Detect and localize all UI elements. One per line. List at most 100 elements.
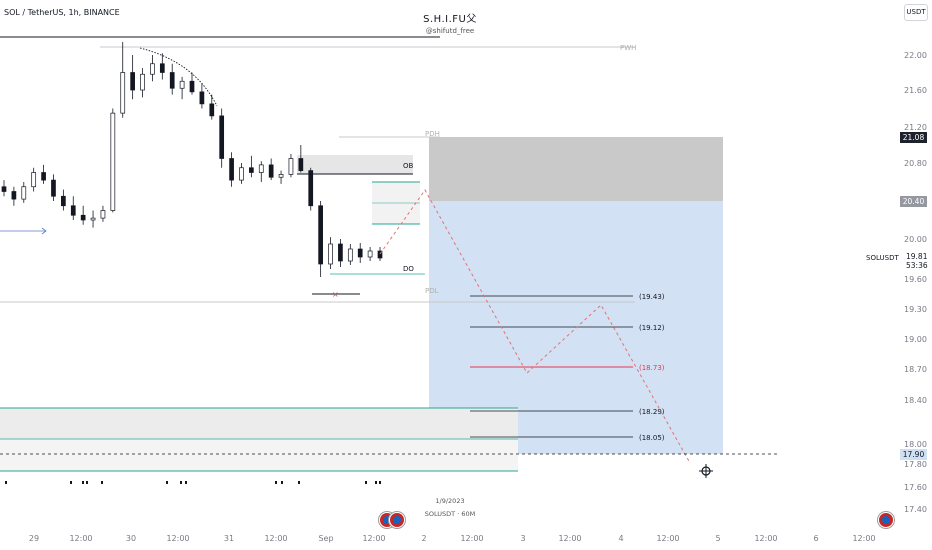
candle-body bbox=[377, 250, 383, 259]
price-axis-tick: 22.00 bbox=[904, 51, 927, 60]
time-axis-tick: 3 bbox=[520, 534, 525, 543]
time-axis-tick: 12:00 bbox=[852, 534, 875, 543]
candle-body bbox=[268, 164, 274, 178]
candle-body bbox=[110, 112, 116, 211]
target-label: (18.73) bbox=[639, 364, 665, 372]
candle-body bbox=[11, 191, 17, 200]
time-axis-tick: 12:00 bbox=[264, 534, 287, 543]
arrow-head bbox=[41, 227, 47, 235]
candle-body bbox=[70, 205, 76, 216]
price-axis[interactable]: 22.0021.6021.2020.8020.4020.0019.6019.30… bbox=[904, 51, 927, 514]
event-dot bbox=[298, 481, 300, 484]
candle-body bbox=[100, 210, 106, 219]
candle-body bbox=[308, 170, 314, 207]
candle-body bbox=[199, 91, 205, 105]
sweep-x-marker: × bbox=[332, 290, 339, 299]
price-axis-tick: 17.80 bbox=[904, 460, 927, 469]
price-axis-tick: 17.40 bbox=[904, 505, 927, 514]
candle-body bbox=[90, 217, 96, 221]
target-label: (19.12) bbox=[639, 324, 665, 332]
candle-body bbox=[179, 80, 185, 89]
pdl-label: PDL bbox=[425, 287, 439, 295]
time-axis-tick: 29 bbox=[29, 534, 39, 543]
price-tag-low: 17.90 bbox=[900, 449, 927, 460]
price-tag-mid: 20.40 bbox=[900, 196, 927, 207]
event-dot bbox=[379, 481, 381, 484]
price-axis-tick: 21.60 bbox=[904, 86, 927, 95]
event-dot bbox=[275, 481, 277, 484]
event-dot bbox=[185, 481, 187, 484]
price-axis-tick: 19.60 bbox=[904, 275, 927, 284]
event-dot bbox=[101, 481, 103, 484]
bar-countdown: 53:36 bbox=[906, 261, 928, 270]
price-tag-high: 21.08 bbox=[900, 132, 927, 143]
time-axis-tick: 12:00 bbox=[460, 534, 483, 543]
cursor-date: 1/9/2023 bbox=[435, 497, 465, 505]
currency-button[interactable]: USDT bbox=[904, 4, 928, 21]
time-axis-tick: 30 bbox=[126, 534, 136, 543]
candle-body bbox=[328, 243, 333, 265]
current-price: 19.81 bbox=[906, 252, 928, 261]
price-axis-tick: 19.00 bbox=[904, 335, 927, 344]
target-label: (18.05) bbox=[639, 434, 665, 442]
candle-body bbox=[347, 248, 353, 262]
time-axis-tick: 12:00 bbox=[656, 534, 679, 543]
demand-box-upper bbox=[0, 408, 518, 439]
candle-body bbox=[31, 172, 37, 188]
candle-body bbox=[258, 164, 264, 173]
event-dot bbox=[5, 481, 7, 484]
candle-body bbox=[249, 167, 254, 173]
time-axis-tick: Sep bbox=[318, 534, 333, 543]
do-label: DO bbox=[403, 265, 414, 273]
event-dot bbox=[166, 481, 168, 484]
us-event-flag-icon-3[interactable] bbox=[878, 512, 894, 528]
brand-watermark: S.H.I.FU父 bbox=[423, 14, 477, 25]
candle-body bbox=[80, 214, 86, 221]
us-event-flag-icon-2[interactable] bbox=[389, 512, 405, 528]
candle-body bbox=[338, 243, 343, 262]
event-dot bbox=[375, 481, 377, 484]
target-label: (18.29) bbox=[639, 408, 665, 416]
candle-body bbox=[318, 205, 323, 265]
candle-body bbox=[61, 195, 66, 207]
price-axis-tick: 18.40 bbox=[904, 396, 927, 405]
event-dot bbox=[365, 481, 367, 484]
crosshair-icon[interactable] bbox=[699, 464, 713, 478]
candle-body bbox=[189, 80, 195, 93]
price-axis-tick: 17.60 bbox=[904, 483, 927, 492]
candle-body bbox=[239, 167, 244, 181]
time-axis-tick: 12:00 bbox=[362, 534, 385, 543]
event-dot bbox=[86, 481, 88, 484]
time-axis-tick: 12:00 bbox=[754, 534, 777, 543]
symbol-label: SOLUSDT bbox=[866, 254, 899, 262]
price-axis-tick: 18.70 bbox=[904, 365, 927, 374]
candle-body bbox=[169, 72, 175, 89]
cursor-symbol: SOLUSDT · 60M bbox=[424, 510, 476, 518]
candle-body bbox=[140, 73, 145, 91]
candle-body bbox=[130, 72, 135, 91]
candle-body bbox=[367, 250, 373, 258]
time-axis-tick: 5 bbox=[715, 534, 720, 543]
price-axis-tick: 19.30 bbox=[904, 305, 927, 314]
event-dot bbox=[70, 481, 72, 484]
distribution-arc bbox=[139, 47, 218, 107]
time-axis-tick: 12:00 bbox=[166, 534, 189, 543]
pwh-label: PWH bbox=[620, 44, 636, 52]
candle-body bbox=[229, 158, 234, 181]
candle-body bbox=[21, 186, 27, 200]
candle-body bbox=[209, 103, 215, 117]
target-lines: (19.43) (19.12) (18.73) (18.29) (18.05) bbox=[470, 293, 665, 442]
time-axis-tick: 6 bbox=[813, 534, 818, 543]
symbol-title: SOL / TetherUS, 1h, BINANCE bbox=[4, 8, 120, 17]
event-markers bbox=[5, 481, 381, 484]
stop-zone bbox=[429, 137, 723, 201]
candle-body bbox=[51, 179, 56, 197]
time-axis-tick: 2 bbox=[421, 534, 426, 543]
price-axis-tick: 21.20 bbox=[904, 123, 927, 132]
event-dot bbox=[82, 481, 84, 484]
time-axis-tick: 4 bbox=[618, 534, 623, 543]
brand-handle: @shifutd_free bbox=[425, 27, 475, 35]
time-axis[interactable]: 29 12:00 30 12:00 31 12:00 Sep 12:00 2 12:00 3 12:0… bbox=[29, 534, 876, 543]
